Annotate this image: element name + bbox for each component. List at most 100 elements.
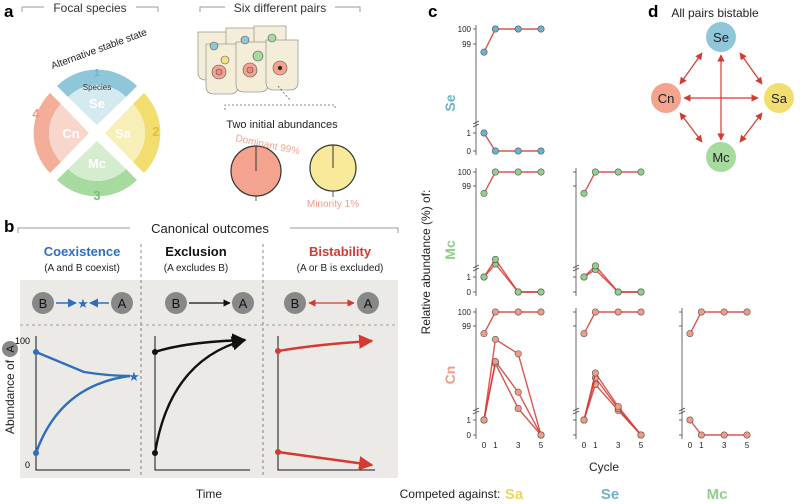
bistability-diagram: B A (284, 292, 379, 314)
series-line (583, 383, 642, 436)
series-line (483, 28, 541, 53)
row-label-cn: Cn (442, 366, 458, 385)
col-label-mc: Mc (707, 486, 728, 503)
quadrant-number-3: 3 (93, 188, 100, 203)
quadrant-wedge-mc (68, 141, 126, 182)
node-cn (651, 83, 681, 113)
data-point (491, 308, 499, 316)
exclusion-start-high (152, 349, 158, 355)
data-point (514, 308, 522, 316)
data-point (697, 308, 705, 316)
abundance-ylabel: Abundance of (3, 359, 17, 434)
data-point (637, 431, 645, 439)
axis-break (472, 123, 480, 128)
y-tick-label: 0 (467, 147, 472, 156)
data-point (591, 369, 599, 377)
panel-a-letter: a (4, 2, 14, 21)
quadrant-mc-label: Mc (88, 156, 106, 171)
x-tick-label: 1 (699, 441, 704, 450)
coexistence-start-low (33, 450, 39, 456)
coexistence-diagram: B A ★ (32, 292, 133, 314)
bistability-curve-high (277, 334, 374, 353)
quadrant-wedge-se (68, 84, 126, 125)
node-a (232, 292, 254, 314)
panel-a: a Focal species Six different pairs Alte… (4, 1, 361, 210)
data-point (537, 288, 545, 296)
data-point (580, 189, 588, 197)
axis-break (678, 410, 686, 415)
quadrant-ring-cn (33, 93, 61, 173)
axis-break (572, 410, 580, 415)
x-tick-label: 0 (688, 441, 693, 450)
panel-c-letter: c (428, 2, 437, 21)
six-pairs-title: Six different pairs (234, 1, 327, 15)
y-tick-label: 0 (467, 431, 472, 440)
outcome-title-exclusion: Exclusion (165, 244, 226, 259)
x-tick-label: 1 (593, 441, 598, 450)
coexistence-start-high (33, 349, 39, 355)
axis-break (472, 267, 480, 272)
data-point (480, 48, 488, 56)
data-point (491, 147, 499, 155)
x-tick-label: 0 (482, 441, 487, 450)
bistability-curve-low (277, 450, 374, 471)
data-point (491, 335, 499, 343)
species-label: Species (83, 83, 111, 92)
time-xlabel: Time (196, 487, 223, 501)
y-tick-label: 99 (462, 40, 471, 49)
axis-break (472, 407, 480, 412)
x-tick-label: 1 (493, 441, 498, 450)
focal-species-title: Focal species (53, 1, 126, 15)
series-line (689, 311, 747, 335)
data-point (491, 168, 499, 176)
node-b-label: B (39, 296, 48, 311)
data-point (537, 308, 545, 316)
pairs-bracket (199, 6, 361, 12)
subplot-se-vs-sa: 100 99 1 0 (458, 25, 545, 156)
y-tick-label: 1 (467, 129, 472, 138)
ylabel-node-a (2, 341, 18, 357)
series-line (583, 264, 641, 293)
quadrant-sa-label: Sa (115, 126, 132, 141)
data-point (514, 147, 522, 155)
data-point (591, 168, 599, 176)
outcome-desc-coexistence: (A and B coexist) (44, 263, 120, 274)
axis-break (678, 407, 686, 412)
data-point (614, 308, 622, 316)
node-se-label: Se (713, 30, 729, 45)
data-point (637, 168, 645, 176)
x-tick-label: 3 (616, 441, 621, 450)
ytick-100: 100 (15, 336, 30, 346)
data-point (537, 147, 545, 155)
node-a-label: A (118, 296, 127, 311)
data-point (614, 168, 622, 176)
outcome-title-bistability: Bistability (309, 244, 372, 259)
panel-c: c Relative abundance (%) of: Se Mc Cn 10… (400, 2, 751, 503)
col-label-se: Se (601, 486, 619, 503)
node-mc (706, 142, 736, 172)
data-point (491, 255, 499, 263)
series-line (483, 359, 542, 436)
data-point (697, 431, 705, 439)
coexistence-star-icon: ★ (128, 369, 140, 384)
quadrant-diagram: 1 2 3 4 Species Se Sa Mc Cn (32, 68, 161, 203)
axis-break (572, 267, 580, 272)
data-point (637, 288, 645, 296)
series-line (483, 262, 541, 293)
data-point (720, 308, 728, 316)
node-b (284, 292, 306, 314)
data-point (514, 168, 522, 176)
outcome-title-coexistence: Coexistence (44, 244, 121, 259)
initial-abundances-title: Two initial abundances (226, 119, 338, 131)
panel-b: b Canonical outcomes Coexistence (A and … (2, 217, 399, 501)
data-point (514, 350, 522, 358)
col-label-sa: Sa (505, 486, 524, 503)
y-tick-label: 100 (458, 25, 472, 34)
node-b (165, 292, 187, 314)
x-tick-label: 5 (639, 441, 644, 450)
node-mc-label: Mc (712, 150, 730, 165)
y-tick-label: 99 (462, 182, 471, 191)
